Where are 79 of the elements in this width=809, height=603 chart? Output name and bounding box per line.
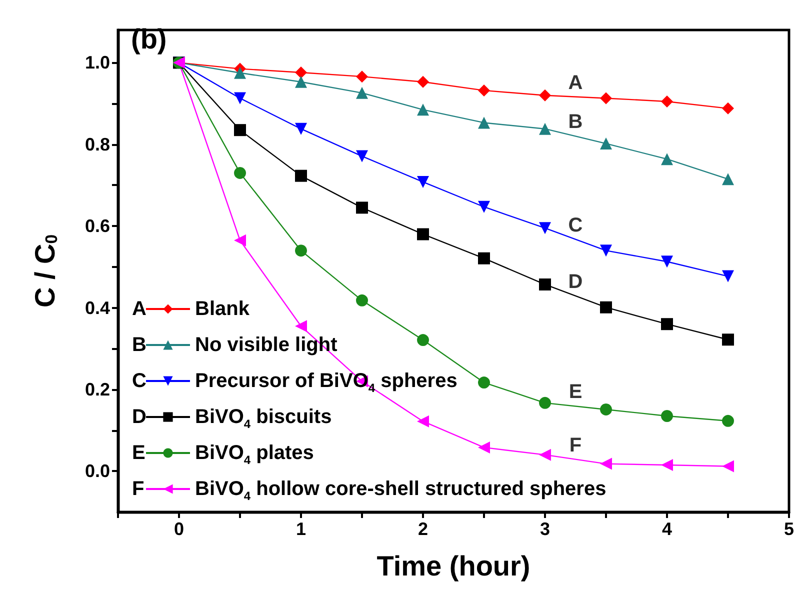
point <box>722 334 734 346</box>
point <box>722 173 734 186</box>
point <box>356 70 368 83</box>
point <box>295 76 307 88</box>
point <box>417 76 429 88</box>
point <box>417 176 429 188</box>
point <box>661 95 673 108</box>
point <box>722 270 734 282</box>
annotation: A <box>568 72 583 94</box>
x-tick-label: 2 <box>418 519 428 539</box>
point <box>722 102 734 114</box>
point <box>539 448 551 461</box>
annotation: C <box>568 214 583 236</box>
point <box>661 153 673 166</box>
point <box>539 89 551 102</box>
y-tick-label: 0.6 <box>84 216 110 236</box>
text: A <box>132 298 146 320</box>
point <box>417 415 429 428</box>
text: D <box>132 406 146 428</box>
point <box>356 150 368 162</box>
legend-label: Blank <box>195 298 250 320</box>
y-axis-title: C / C0 <box>30 234 61 308</box>
point <box>600 458 612 470</box>
point <box>356 294 368 306</box>
point <box>234 124 246 136</box>
point <box>295 66 307 78</box>
point <box>600 244 612 257</box>
annotation: B <box>568 111 583 134</box>
point <box>478 84 490 96</box>
y-tick-label: 0.0 <box>84 461 110 482</box>
text: C <box>132 370 146 392</box>
x-tick-label: 1 <box>296 519 306 539</box>
y-tick-label: 0.8 <box>84 134 110 154</box>
point <box>478 252 490 264</box>
point <box>234 166 246 179</box>
annotation: F <box>569 434 582 456</box>
x-tick-label: 3 <box>540 519 550 539</box>
point <box>478 441 490 454</box>
x-tick-label: 0 <box>174 519 184 539</box>
text: E <box>132 442 146 464</box>
y-tick-label: 0.4 <box>84 298 110 318</box>
point <box>600 138 612 150</box>
point <box>661 459 673 472</box>
point <box>356 202 368 214</box>
x-tick-label: 5 <box>784 519 794 539</box>
point <box>295 122 307 135</box>
point <box>539 122 551 135</box>
point <box>417 104 429 116</box>
point <box>600 301 612 314</box>
point <box>234 92 246 104</box>
point <box>661 256 673 268</box>
point <box>722 414 734 427</box>
y-tick-label: 1.0 <box>84 52 110 73</box>
point <box>478 200 490 213</box>
point <box>478 376 490 389</box>
point <box>661 318 673 330</box>
x-axis-title: Time (hour) <box>376 550 530 582</box>
point <box>478 116 490 129</box>
text: B <box>132 334 146 356</box>
point <box>356 86 368 99</box>
point <box>295 170 307 182</box>
point <box>661 410 673 422</box>
point <box>417 228 429 240</box>
point <box>539 222 551 234</box>
point <box>295 244 307 257</box>
point <box>234 66 246 79</box>
point <box>234 234 246 246</box>
point <box>722 460 734 472</box>
point <box>417 334 429 346</box>
x-tick-label: 4 <box>662 519 672 539</box>
point <box>539 278 551 290</box>
y-tick-label: 0.2 <box>84 379 110 400</box>
annotation: D <box>568 270 583 293</box>
point <box>539 396 551 409</box>
text: F <box>132 478 144 500</box>
point <box>600 92 612 104</box>
point <box>295 320 307 332</box>
annotation: E <box>568 381 582 404</box>
point <box>600 403 612 416</box>
